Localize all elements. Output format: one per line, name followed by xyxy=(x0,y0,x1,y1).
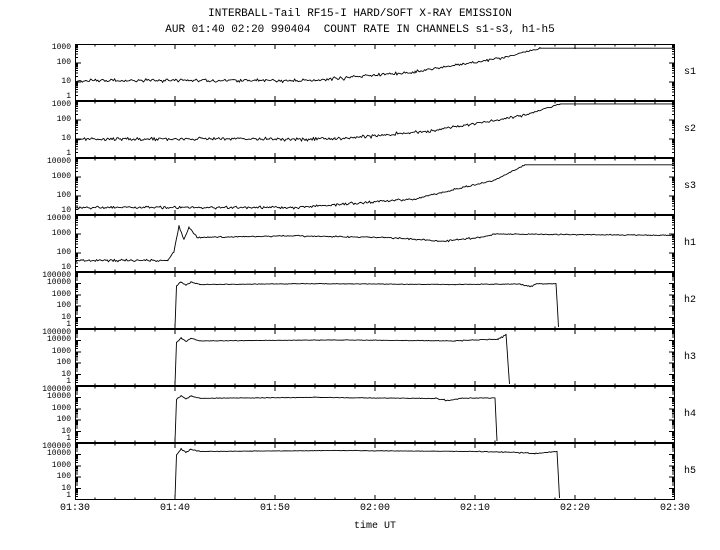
panel-plot-s2 xyxy=(75,101,675,158)
ytick-label-s1: 1000 xyxy=(51,43,71,52)
xtick-label: 01:40 xyxy=(159,503,191,514)
ytick-label-s2: 100 xyxy=(56,115,71,124)
channel-label-h2: h2 xyxy=(684,294,697,306)
ytick-label-s3: 1000 xyxy=(51,172,71,181)
ytick-label-h3: 10000 xyxy=(46,335,71,345)
ytick-label-s3: 10000 xyxy=(46,157,71,166)
ytick-label-h2: 100000 xyxy=(42,271,71,280)
channel-label-s3: s3 xyxy=(684,180,697,192)
ytick-label-s2: 10 xyxy=(61,134,71,143)
ytick-label-s1: 1 xyxy=(66,92,71,101)
panel-s2 xyxy=(75,101,675,158)
ytick-label-h2: 1 xyxy=(66,320,71,329)
panel-h5 xyxy=(75,443,675,500)
channel-label-s2: s2 xyxy=(684,123,697,135)
xtick-label: 01:30 xyxy=(59,503,91,514)
ytick-label-s3: 100 xyxy=(56,191,71,200)
ytick-label-h3: 100 xyxy=(56,358,71,368)
ytick-label-h2: 100 xyxy=(56,301,71,311)
ytick-label-h1: 100 xyxy=(56,248,71,257)
panel-plot-h2 xyxy=(75,272,675,329)
x-axis-label: time UT xyxy=(353,521,396,532)
chart-subtitle: AUR 01:40 02:20 990404 COUNT RATE IN CHA… xyxy=(165,24,555,36)
panel-h1 xyxy=(75,215,675,272)
xtick-label: 02:10 xyxy=(459,503,491,514)
ytick-label-h5: 100 xyxy=(56,472,71,482)
panel-plot-s3 xyxy=(75,158,675,215)
panel-plot-s1 xyxy=(75,44,675,101)
panel-plot-h1 xyxy=(75,215,675,272)
panel-h2 xyxy=(75,272,675,329)
channel-label-s1: s1 xyxy=(684,66,697,78)
panel-plot-h3 xyxy=(75,329,675,386)
chart-panels xyxy=(75,44,675,500)
ytick-label-s1: 10 xyxy=(61,77,71,86)
ytick-label-h3: 1000 xyxy=(51,346,71,356)
ytick-label-h4: 10000 xyxy=(46,392,71,402)
channel-label-h1: h1 xyxy=(684,237,697,249)
xtick-label: 02:00 xyxy=(359,503,391,514)
ytick-label-s1: 100 xyxy=(56,58,71,67)
panel-h3 xyxy=(75,329,675,386)
panel-s1 xyxy=(75,44,675,101)
panel-s3 xyxy=(75,158,675,215)
xtick-label: 02:20 xyxy=(559,503,591,514)
ytick-label-h4: 10 xyxy=(61,426,71,436)
xtick-label: 02:30 xyxy=(659,503,691,514)
ytick-label-h4: 100 xyxy=(56,415,71,425)
ytick-label-h5: 1000 xyxy=(51,460,71,470)
panel-h4 xyxy=(75,386,675,443)
ytick-label-h3: 10 xyxy=(61,369,71,379)
panel-plot-h5 xyxy=(75,443,675,500)
ytick-label-h5: 1 xyxy=(66,491,71,500)
channel-label-h4: h4 xyxy=(684,408,697,420)
ytick-label-h4: 1 xyxy=(66,434,71,443)
ytick-label-h3: 100000 xyxy=(42,328,71,337)
ytick-label-h2: 1000 xyxy=(51,289,71,299)
ytick-label-h2: 10 xyxy=(61,312,71,322)
ytick-label-s2: 1000 xyxy=(51,100,71,109)
ytick-label-s3: 10 xyxy=(61,206,71,215)
panel-plot-h4 xyxy=(75,386,675,443)
ytick-label-h2: 10000 xyxy=(46,278,71,288)
channel-label-h5: h5 xyxy=(684,465,697,477)
chart-title: INTERBALL-Tail RF15-I HARD/SOFT X-RAY EM… xyxy=(208,8,512,20)
channel-label-h3: h3 xyxy=(684,351,697,363)
ytick-label-h1: 10 xyxy=(61,263,71,272)
ytick-label-h3: 1 xyxy=(66,377,71,386)
ytick-label-h1: 10000 xyxy=(46,214,71,223)
ytick-label-s2: 1 xyxy=(66,149,71,158)
ytick-label-h5: 100000 xyxy=(42,442,71,451)
xtick-label: 01:50 xyxy=(259,503,291,514)
ytick-label-h4: 100000 xyxy=(42,385,71,394)
ytick-label-h4: 1000 xyxy=(51,403,71,413)
ytick-label-h5: 10 xyxy=(61,483,71,493)
ytick-label-h5: 10000 xyxy=(46,449,71,459)
ytick-label-h1: 1000 xyxy=(51,229,71,238)
